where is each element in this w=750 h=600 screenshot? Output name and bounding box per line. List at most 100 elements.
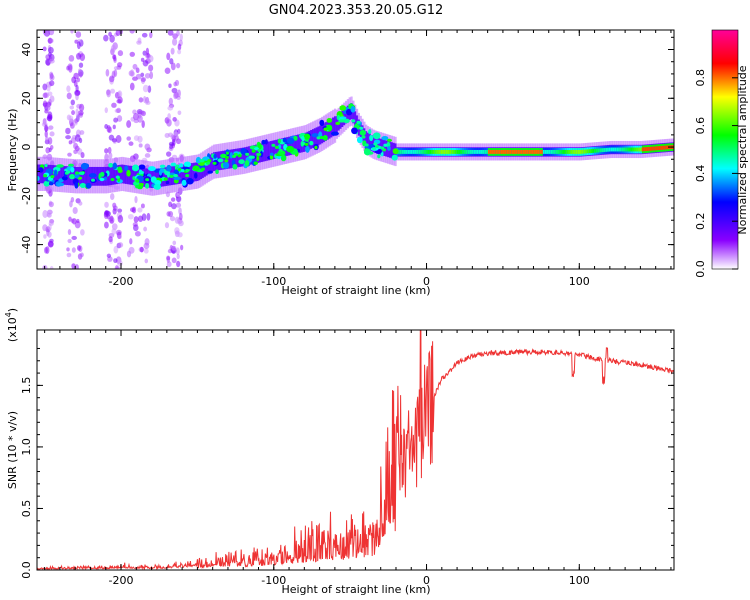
noise-speckle	[68, 216, 72, 222]
ridge-blob	[186, 177, 194, 185]
ridge-hotspot	[364, 143, 369, 147]
ridge-hotspot	[169, 174, 174, 179]
ridge-blob	[377, 154, 381, 159]
ridge-blob	[147, 166, 156, 172]
noise-speckle	[104, 148, 109, 154]
ridge-hotspot	[185, 168, 190, 173]
noise-speckle	[117, 50, 124, 57]
noise-speckle	[176, 30, 180, 37]
noise-speckle	[44, 124, 48, 133]
ridge-blob	[338, 119, 346, 123]
ridge-blob	[222, 161, 230, 169]
ridge-band	[163, 167, 166, 187]
ridge-core	[638, 147, 641, 152]
ridge-blob	[57, 182, 65, 187]
ridge-blob	[183, 161, 192, 168]
noise-speckle	[117, 62, 123, 68]
ridge-blob	[159, 164, 166, 169]
ridge-band	[51, 165, 54, 184]
ridge-core	[610, 147, 613, 152]
ridge-band	[368, 133, 371, 150]
noise-speckle	[140, 57, 145, 62]
noise-speckle	[46, 84, 51, 92]
noise-speckle	[47, 240, 54, 247]
noise-speckle	[110, 193, 115, 200]
ridge-core	[654, 146, 657, 151]
noise-speckle	[126, 120, 132, 128]
colorbar-tick-label: 0.4	[694, 165, 707, 183]
ridge-band	[112, 165, 115, 185]
ridge-core	[550, 149, 553, 154]
ridge-core	[533, 149, 536, 154]
ridge-band	[95, 166, 98, 186]
ridge-band	[321, 124, 324, 144]
noise-speckle	[179, 33, 183, 42]
ridge-core	[487, 149, 491, 154]
noise-speckle	[45, 246, 50, 254]
ridge-core	[453, 149, 456, 154]
ridge-band	[277, 139, 280, 159]
ridge-core	[647, 146, 650, 151]
noise-speckle	[138, 97, 144, 103]
ridge-hotspot	[135, 179, 140, 183]
ridge-band	[240, 147, 243, 167]
ridge-hotspot	[304, 142, 309, 146]
noise-speckle	[47, 231, 52, 238]
noise-speckle	[112, 208, 117, 215]
ridge-band	[37, 164, 40, 184]
ridge-blob	[108, 162, 114, 168]
ridge-core	[537, 149, 540, 154]
noise-speckle	[67, 229, 72, 235]
ridge-band	[181, 164, 185, 184]
ridge-band	[86, 166, 89, 186]
ridge-band	[121, 164, 124, 184]
ridge-band	[82, 166, 86, 186]
ridge-core	[445, 149, 448, 154]
spectrogram-heatmap	[37, 30, 674, 269]
noise-speckle	[176, 253, 180, 260]
noise-speckle	[143, 226, 148, 232]
noise-speckle	[115, 135, 122, 143]
noise-speckle	[149, 71, 154, 80]
ridge-band	[178, 165, 181, 184]
ridge-band	[295, 134, 298, 154]
ridge-blob	[330, 131, 339, 136]
ridge-core	[480, 149, 483, 154]
noise-speckle	[110, 44, 116, 53]
ridge-blob	[166, 164, 172, 172]
snr-scale-exp: 4	[4, 312, 13, 317]
noise-speckle	[117, 91, 121, 98]
noise-speckle	[135, 73, 142, 80]
ridge-band	[383, 139, 386, 156]
ridge-core	[482, 149, 485, 154]
ridge-core	[526, 149, 529, 154]
ridge-hotspot	[319, 135, 324, 140]
noise-speckle	[137, 135, 143, 143]
ridge-core	[491, 149, 494, 154]
ridge-blob	[193, 172, 198, 179]
ridge-band	[110, 166, 113, 185]
noise-speckle	[48, 201, 54, 208]
noise-speckle	[129, 30, 135, 34]
noise-speckle	[140, 203, 145, 209]
ridge-band	[194, 162, 197, 182]
ridge-hotspot	[237, 154, 242, 158]
ridge-core	[608, 147, 612, 152]
noise-speckle	[129, 82, 135, 91]
noise-speckle	[49, 131, 55, 137]
noise-speckle	[104, 221, 109, 229]
ridge-core	[559, 149, 562, 154]
noise-speckle	[44, 130, 48, 138]
ridge-band	[359, 122, 362, 139]
noise-speckle	[128, 246, 135, 254]
ridge-band	[253, 145, 256, 164]
ridge-band	[38, 164, 42, 184]
ridge-blob	[356, 136, 363, 144]
noise-speckle	[134, 195, 138, 204]
ridge-blob	[150, 176, 157, 183]
ridge-blob	[343, 118, 350, 124]
noise-speckle	[167, 113, 171, 120]
ridge-hotspot	[69, 174, 74, 178]
